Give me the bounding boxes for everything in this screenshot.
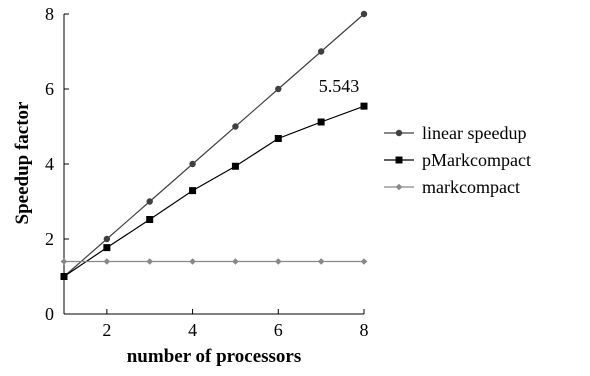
data-point xyxy=(146,258,154,265)
annotation-label: 5.543 xyxy=(319,76,360,96)
y-tick-label: 0 xyxy=(45,304,54,324)
legend-label: pMarkcompact xyxy=(422,150,531,170)
legend-label: markcompact xyxy=(422,177,520,197)
y-tick-label: 8 xyxy=(45,4,54,24)
data-point xyxy=(360,10,368,18)
series-linear-speedup xyxy=(60,10,368,280)
axes: 0 2 4 6 8 2 4 6 8 xyxy=(45,4,369,340)
data-point xyxy=(103,235,111,243)
legend-marker xyxy=(395,129,403,137)
data-point xyxy=(103,244,111,252)
data-point xyxy=(60,258,68,265)
legend-entry: markcompact xyxy=(384,177,520,197)
series-pmarkcompact xyxy=(60,102,368,280)
data-point xyxy=(103,258,111,265)
data-point xyxy=(146,216,154,223)
data-point xyxy=(189,187,197,195)
x-tick-label: 4 xyxy=(188,320,197,340)
y-axis-title: Speedup factor xyxy=(12,101,33,225)
x-axis-title: number of processors xyxy=(127,346,302,367)
data-point xyxy=(189,160,196,168)
data-point xyxy=(275,85,282,93)
data-point xyxy=(317,258,325,265)
y-tick-label: 4 xyxy=(45,154,54,174)
data-point xyxy=(232,123,239,130)
legend-marker xyxy=(395,156,403,164)
series-markcompact xyxy=(60,258,368,265)
legend-entry: pMarkcompact xyxy=(384,150,531,170)
data-point xyxy=(274,258,282,265)
x-tick-label: 6 xyxy=(274,320,283,340)
series-line xyxy=(63,105,365,277)
x-tick-label: 8 xyxy=(360,320,369,340)
data-point xyxy=(274,135,282,142)
data-point xyxy=(189,258,196,265)
series-layer xyxy=(60,10,368,280)
data-point xyxy=(146,198,153,205)
legend-marker xyxy=(395,183,403,191)
legend-label: linear speedup xyxy=(422,123,526,143)
data-point xyxy=(360,102,368,110)
legend-entry: linear speedup xyxy=(384,123,526,143)
y-tick-label: 6 xyxy=(45,79,54,99)
data-point xyxy=(317,48,325,55)
series-line xyxy=(63,13,365,277)
y-tick-label: 2 xyxy=(45,229,54,249)
data-point xyxy=(60,273,68,280)
legend: linear speedup pMarkcompact markcompact xyxy=(384,123,531,197)
x-tick-label: 2 xyxy=(102,320,111,340)
data-point xyxy=(317,118,325,126)
data-point xyxy=(360,258,368,265)
data-point xyxy=(231,162,239,170)
data-point xyxy=(232,258,239,265)
